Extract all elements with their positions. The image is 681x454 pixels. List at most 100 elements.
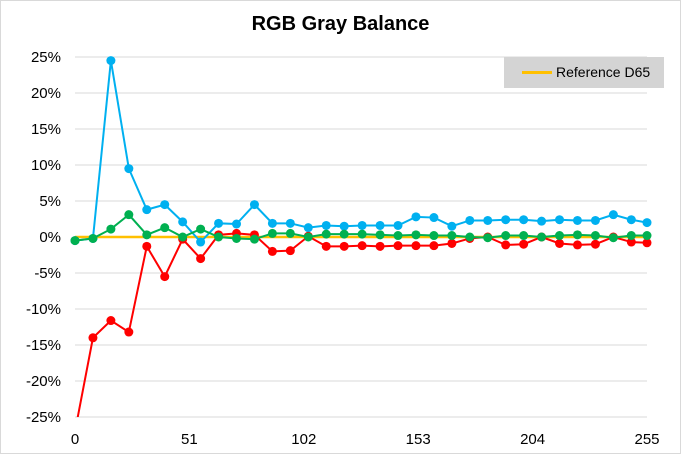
series-line-red xyxy=(76,232,648,417)
data-point-green xyxy=(303,232,313,242)
x-tick-label: 51 xyxy=(181,431,198,448)
data-point-green xyxy=(447,231,457,241)
data-point-blue xyxy=(393,220,403,230)
data-point-red xyxy=(106,316,116,326)
data-point-red xyxy=(447,238,457,248)
data-point-red xyxy=(393,241,403,251)
data-point-green xyxy=(572,230,582,240)
data-point-red xyxy=(142,241,152,251)
data-point-red xyxy=(555,238,565,248)
data-point-green xyxy=(178,232,188,242)
data-point-red xyxy=(357,241,367,251)
y-tick-label: -15% xyxy=(26,337,61,354)
data-point-blue xyxy=(285,218,295,228)
series-group xyxy=(70,56,652,417)
data-point-red xyxy=(642,238,652,248)
data-point-blue xyxy=(357,220,367,230)
data-point-red xyxy=(429,241,439,251)
data-point-blue xyxy=(267,218,277,228)
y-tick-label: 20% xyxy=(31,85,61,102)
y-tick-label: 0% xyxy=(39,229,61,246)
data-point-blue xyxy=(106,56,116,66)
data-point-blue xyxy=(249,200,259,210)
data-point-red xyxy=(285,246,295,256)
data-point-green xyxy=(214,232,224,242)
data-point-blue xyxy=(160,200,170,210)
x-tick-label: 153 xyxy=(406,431,431,448)
data-point-green xyxy=(232,233,242,243)
data-point-blue xyxy=(232,219,242,229)
legend-swatch xyxy=(522,71,552,74)
data-point-blue xyxy=(626,215,636,225)
data-point-red xyxy=(411,241,421,251)
y-tick-label: -20% xyxy=(26,373,61,390)
data-point-blue xyxy=(642,218,652,228)
data-point-red xyxy=(572,240,582,250)
data-point-blue xyxy=(537,216,547,226)
data-point-green xyxy=(465,232,475,242)
data-point-green xyxy=(483,233,493,243)
legend-label: Reference D65 xyxy=(556,64,651,80)
x-tick-label: 0 xyxy=(71,431,79,448)
data-point-red xyxy=(339,241,349,251)
data-point-green xyxy=(339,229,349,239)
data-point-blue xyxy=(375,220,385,230)
data-point-blue xyxy=(303,223,313,233)
data-point-green xyxy=(642,231,652,241)
data-point-green xyxy=(106,224,116,234)
data-point-blue xyxy=(501,215,511,225)
legend: Reference D65 xyxy=(504,57,664,88)
data-point-green xyxy=(393,231,403,241)
chart-title: RGB Gray Balance xyxy=(251,13,430,35)
data-point-green xyxy=(70,236,80,246)
data-point-blue xyxy=(447,221,457,231)
x-tick-label: 255 xyxy=(634,431,659,448)
data-point-green xyxy=(375,230,385,240)
data-point-green xyxy=(357,229,367,239)
data-point-green xyxy=(249,234,259,244)
data-point-green xyxy=(160,223,170,233)
data-point-blue xyxy=(196,237,206,247)
data-point-green xyxy=(267,228,277,238)
data-point-green xyxy=(537,232,547,242)
data-point-blue xyxy=(608,210,618,220)
data-point-red xyxy=(519,239,529,249)
data-point-green xyxy=(555,231,565,241)
data-point-blue xyxy=(465,215,475,225)
y-tick-label: -25% xyxy=(26,409,61,426)
data-point-green xyxy=(124,210,134,220)
data-point-green xyxy=(285,228,295,238)
data-point-red xyxy=(375,241,385,251)
data-point-blue xyxy=(411,212,421,222)
x-tick-label: 102 xyxy=(291,431,316,448)
data-point-green xyxy=(321,229,331,239)
x-tick-label: 204 xyxy=(520,431,545,448)
data-point-red xyxy=(196,254,206,264)
data-point-red xyxy=(160,272,170,282)
y-tick-label: 15% xyxy=(31,121,61,138)
data-point-blue xyxy=(572,215,582,225)
data-point-red xyxy=(267,246,277,256)
data-point-green xyxy=(411,230,421,240)
data-point-red xyxy=(124,327,134,337)
data-point-blue xyxy=(124,164,134,174)
data-point-blue xyxy=(178,217,188,227)
data-point-blue xyxy=(142,205,152,215)
y-tick-label: 10% xyxy=(31,157,61,174)
data-point-green xyxy=(608,233,618,243)
data-point-red xyxy=(626,237,636,247)
data-point-blue xyxy=(214,218,224,228)
data-point-blue xyxy=(555,215,565,225)
data-point-green xyxy=(88,233,98,243)
data-point-blue xyxy=(339,221,349,231)
data-point-green xyxy=(519,231,529,241)
data-point-blue xyxy=(429,213,439,223)
data-point-green xyxy=(429,231,439,241)
y-tick-label: -5% xyxy=(34,265,61,282)
data-point-red xyxy=(321,241,331,251)
data-point-blue xyxy=(590,215,600,225)
data-point-blue xyxy=(519,215,529,225)
data-point-red xyxy=(590,239,600,249)
